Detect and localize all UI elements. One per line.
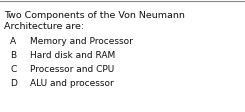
Text: A: A bbox=[10, 37, 16, 46]
Text: Architecture are:: Architecture are: bbox=[4, 22, 84, 31]
Text: ALU and processor: ALU and processor bbox=[30, 78, 114, 87]
Text: D: D bbox=[10, 78, 17, 87]
Text: C: C bbox=[10, 64, 16, 73]
Text: Processor and CPU: Processor and CPU bbox=[30, 64, 114, 73]
Text: Two Components of the Von Neumann: Two Components of the Von Neumann bbox=[4, 11, 185, 20]
Text: B: B bbox=[10, 51, 16, 59]
Text: Memory and Processor: Memory and Processor bbox=[30, 37, 133, 46]
Text: Hard disk and RAM: Hard disk and RAM bbox=[30, 51, 115, 59]
